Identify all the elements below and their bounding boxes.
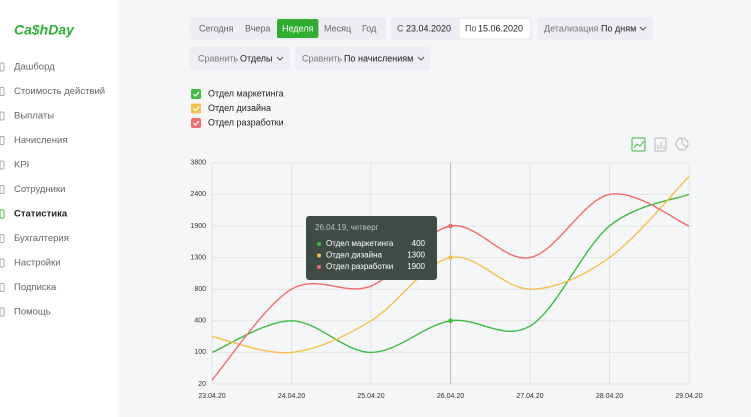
- menu-icon: [0, 283, 5, 292]
- compare2-value[interactable]: По начислениям: [344, 53, 413, 63]
- y-tick-label: 2400: [190, 191, 206, 198]
- menu-item[interactable]: Выплаты: [14, 111, 54, 122]
- detail-select[interactable]: [537, 17, 653, 40]
- compare1-select[interactable]: [190, 47, 290, 70]
- menu-item[interactable]: Статистика: [14, 209, 68, 220]
- detail-label: Детализация: [544, 23, 598, 33]
- menu-icon: [0, 185, 5, 194]
- compare2-select[interactable]: [295, 47, 431, 70]
- tooltip: [306, 216, 437, 280]
- menu-item[interactable]: Помощь: [14, 307, 51, 318]
- line-chart-icon[interactable]: [631, 137, 646, 152]
- legend-label: Отдел разработки: [208, 117, 284, 127]
- tooltip-name: Отдел разработки: [326, 262, 393, 271]
- to-date[interactable]: 15.06.2020: [478, 23, 523, 33]
- sidebar: [0, 0, 118, 417]
- icon-line: [633, 140, 645, 149]
- legend-checkbox[interactable]: [191, 89, 201, 99]
- x-tick-label: 24.04.20: [278, 393, 305, 400]
- period-active-bg: [277, 19, 319, 38]
- y-tick-label: 400: [194, 318, 206, 325]
- legend-check: [193, 91, 200, 97]
- tooltip-dot: [317, 242, 321, 246]
- compare1-label: Сравнить: [198, 53, 238, 63]
- tooltip-name: Отдел маркетинга: [326, 239, 394, 248]
- x-tick-label: 28.04.20: [596, 393, 623, 400]
- x-tick-label: 29.04.20: [675, 393, 702, 400]
- menu-icon: [0, 160, 5, 170]
- from-label: С: [397, 23, 404, 33]
- hover-point: [448, 255, 453, 260]
- menu-item[interactable]: Настройки: [14, 258, 61, 269]
- menu-item[interactable]: Стоимость действий: [14, 86, 105, 97]
- date-to-box[interactable]: [460, 19, 530, 38]
- period-button[interactable]: Месяц: [324, 23, 351, 33]
- menu-icon: [0, 307, 5, 317]
- menu-icon: [0, 234, 5, 243]
- y-tick-label: 1300: [190, 254, 206, 261]
- icon-bars: [657, 142, 665, 149]
- x-tick-label: 25.04.20: [357, 393, 384, 400]
- legend-label: Отдел маркетинга: [208, 88, 284, 98]
- chart-type-icons: [631, 137, 689, 152]
- menu-icon: [0, 258, 5, 268]
- period-button[interactable]: Неделя: [282, 23, 314, 33]
- menu-item[interactable]: KPI: [14, 160, 29, 171]
- compare2-label: Сравнить: [302, 53, 342, 63]
- tooltip-name: Отдел дизайна: [326, 251, 383, 260]
- period-button[interactable]: Сегодня: [199, 23, 234, 33]
- detail-value[interactable]: По дням: [601, 23, 636, 33]
- menu-item[interactable]: Дашборд: [14, 62, 55, 73]
- legend-check: [193, 120, 200, 126]
- period-button[interactable]: Вчера: [245, 23, 270, 33]
- legend-checkbox[interactable]: [191, 103, 201, 114]
- icon-pie: [681, 138, 688, 148]
- tooltip-value: 1300: [407, 251, 425, 260]
- chevron: [417, 56, 425, 61]
- x-tick-label: 23.04.20: [198, 393, 225, 400]
- bar-chart-icon[interactable]: [654, 137, 667, 152]
- legend-checkbox[interactable]: [191, 118, 201, 128]
- menu-item[interactable]: Сотрудники: [14, 184, 65, 195]
- menu-icon: [0, 62, 5, 72]
- x-tick-label: 27.04.20: [516, 393, 543, 400]
- compare1-value[interactable]: Отделы: [240, 53, 273, 63]
- period-button[interactable]: Год: [362, 23, 377, 33]
- to-label: По: [465, 23, 476, 33]
- tooltip-title: 26.04.19, четверг: [315, 223, 379, 232]
- hover-point: [448, 223, 453, 229]
- tooltip-dot: [317, 253, 321, 258]
- menu-item[interactable]: Подписка: [14, 282, 57, 293]
- chevron: [276, 56, 284, 61]
- menu-icon: [0, 136, 5, 145]
- y-tick-label: 3800: [190, 160, 206, 167]
- menu-item[interactable]: Бухгалтерия: [14, 233, 69, 244]
- menu-icon: [0, 87, 5, 96]
- legend-label: Отдел дизайна: [208, 103, 271, 113]
- tooltip-value: 1900: [407, 262, 425, 271]
- y-tick-label: 800: [194, 286, 206, 293]
- legend-check: [193, 106, 200, 112]
- chevron: [639, 26, 647, 31]
- menu-item[interactable]: Начисления: [14, 135, 67, 146]
- tooltip-value: 400: [412, 239, 426, 248]
- x-tick-label: 26.04.20: [437, 393, 464, 400]
- logo: Ca$hDay: [14, 22, 75, 38]
- menu-icon: [0, 209, 5, 219]
- y-tick-label: 1900: [190, 223, 206, 230]
- menu-icon: [0, 111, 5, 121]
- tooltip-dot: [317, 265, 321, 269]
- y-tick-label: 20: [198, 381, 206, 388]
- from-date[interactable]: 23.04.2020: [406, 23, 451, 33]
- hover-point: [448, 318, 453, 324]
- y-tick-label: 100: [194, 349, 206, 356]
